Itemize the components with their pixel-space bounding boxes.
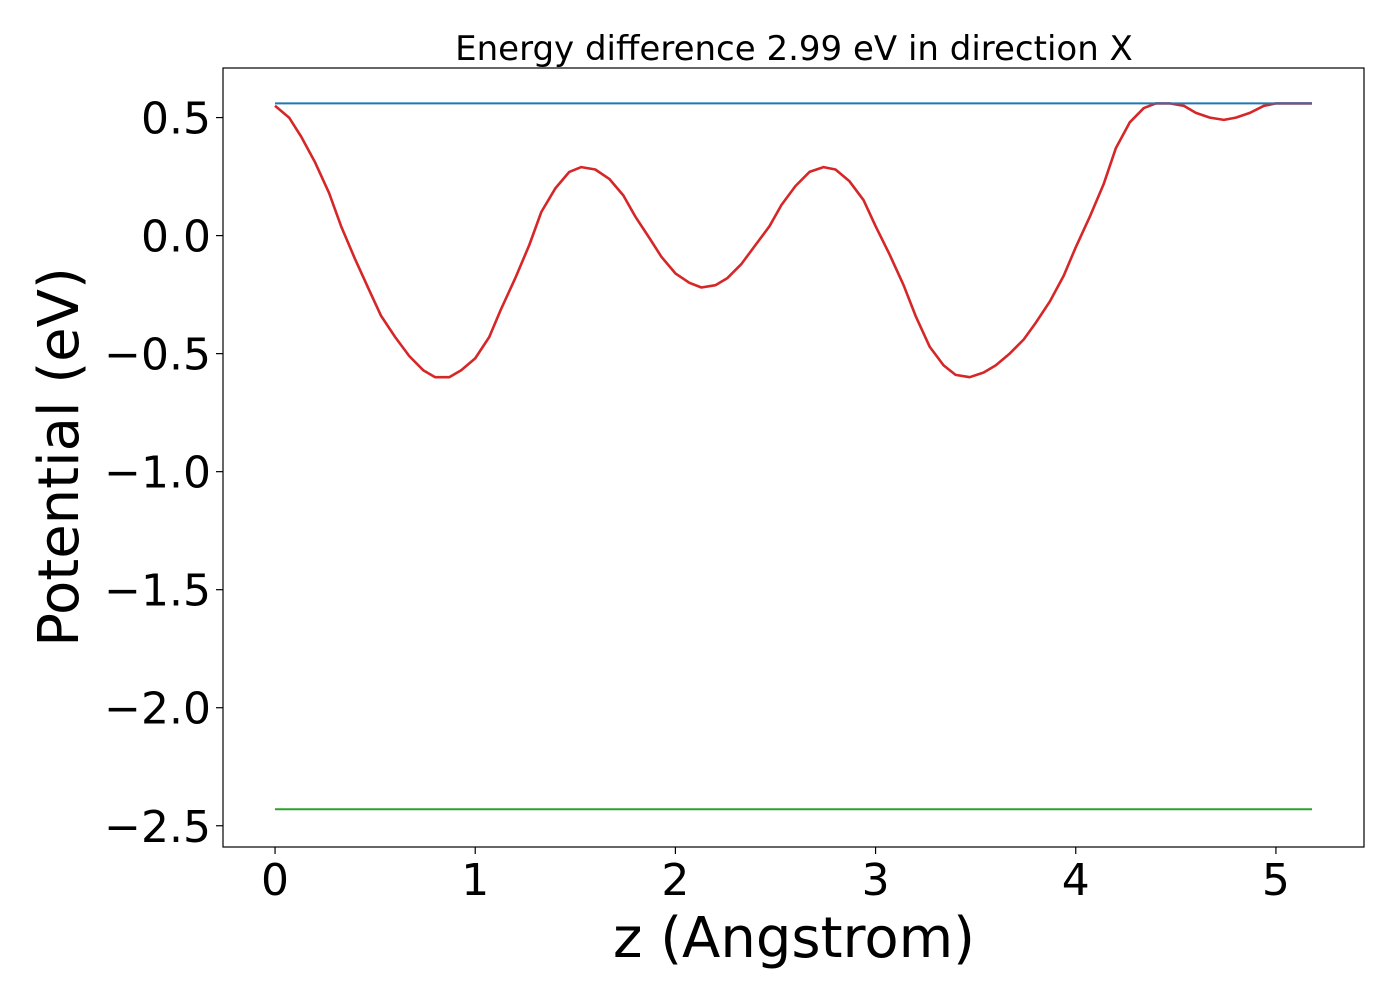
- y-tick-label-1: 0.0: [141, 212, 211, 263]
- axes-frame: [222, 67, 1365, 848]
- series-line-0: [274, 102, 1312, 379]
- x-axis-label: z (Angstrom): [613, 906, 975, 971]
- x-tick-label-5: 5: [1262, 855, 1290, 906]
- x-tick-label-1: 1: [461, 855, 489, 906]
- x-tick-label-0: 0: [261, 855, 289, 906]
- y-axis-label: Potential (eV): [27, 267, 92, 647]
- y-tick-label-4: −1.5: [104, 566, 211, 617]
- y-tick-label-2: −0.5: [104, 330, 211, 381]
- y-tick-label-6: −2.5: [104, 802, 211, 853]
- plot-area: 0 1 2 3 4 5 0.5 0.0 −0.5 −1.0 −1.5 −2.0 −2.5: [104, 67, 1365, 906]
- x-tick-label-2: 2: [661, 855, 689, 906]
- x-tick-label-4: 4: [1062, 855, 1090, 906]
- y-tick-label-0: 0.5: [141, 94, 211, 145]
- y-tick-label-5: −2.0: [104, 684, 211, 735]
- chart-title: Energy difference 2.99 eV in direction X: [455, 29, 1133, 69]
- x-tick-label-3: 3: [862, 855, 890, 906]
- y-tick-label-3: −1.0: [104, 448, 211, 499]
